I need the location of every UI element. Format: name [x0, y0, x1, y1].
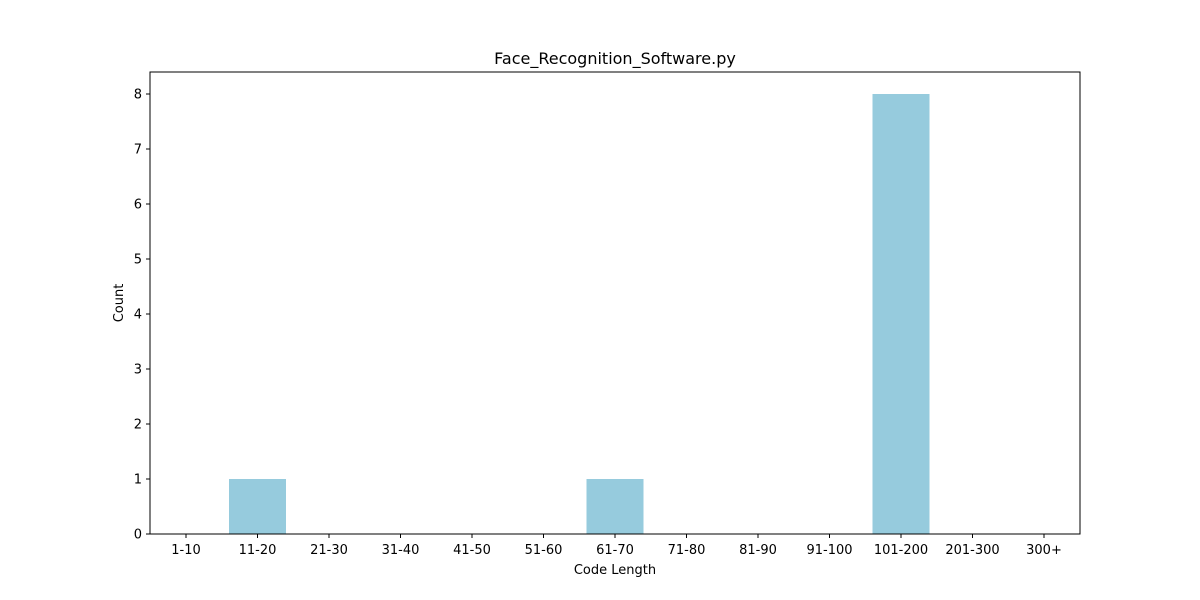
y-tick-label: 0 [134, 528, 142, 543]
y-tick-label: 7 [134, 143, 142, 158]
y-tick-label: 3 [134, 363, 142, 378]
y-tick-label: 2 [134, 418, 142, 433]
y-tick-label: 6 [134, 198, 142, 213]
bars-group [229, 94, 930, 534]
x-tick-label: 61-70 [596, 543, 634, 558]
x-axis-label: Code Length [574, 563, 656, 578]
x-tick-label: 71-80 [668, 543, 706, 558]
y-axis-label: Count [112, 284, 127, 323]
x-axis-ticks: 1-10 11-20 21-30 31-40 41-50 51-60 61-70 71-80 8… [171, 534, 1062, 558]
bar-11-20 [229, 479, 286, 534]
y-tick-label: 8 [134, 88, 142, 103]
plot-frame [149, 71, 1081, 535]
x-tick-label: 81-90 [739, 543, 777, 558]
x-tick-label: 300+ [1026, 543, 1062, 558]
y-tick-label: 5 [134, 253, 142, 268]
bar-101-200 [872, 94, 930, 534]
y-tick-label: 4 [134, 308, 142, 323]
x-tick-label: 201-300 [945, 543, 999, 558]
y-tick-label: 1 [134, 473, 142, 488]
x-tick-label: 41-50 [453, 543, 491, 558]
x-tick-label: 101-200 [874, 543, 928, 558]
x-tick-label: 91-100 [806, 543, 852, 558]
chart-title: Face_Recognition_Software.py [494, 49, 736, 69]
x-tick-label: 1-10 [171, 543, 201, 558]
x-tick-label: 51-60 [525, 543, 563, 558]
bar-61-70 [586, 479, 644, 534]
x-tick-label: 11-20 [239, 543, 277, 558]
x-tick-label: 31-40 [382, 543, 420, 558]
y-axis-ticks: 0 1 2 3 4 5 6 7 8 [134, 88, 150, 543]
x-tick-label: 21-30 [310, 543, 348, 558]
